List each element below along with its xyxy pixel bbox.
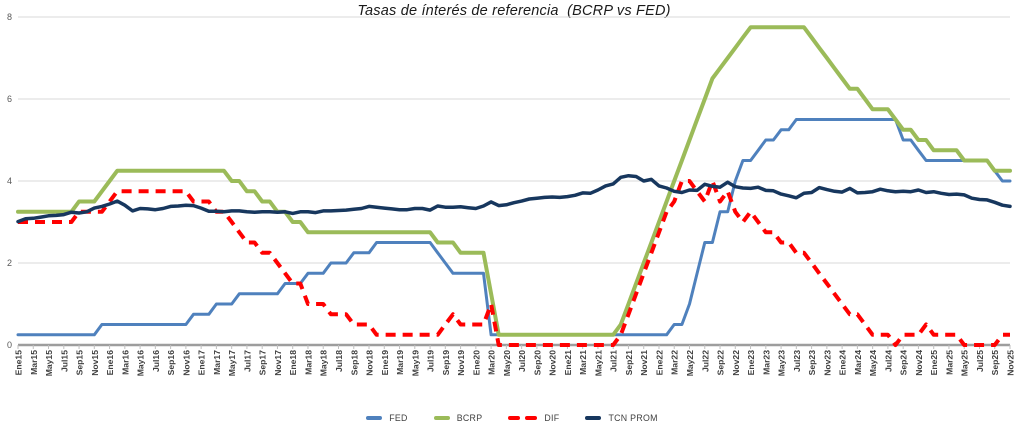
x-tick-label: May25 [960, 350, 970, 376]
x-tick-label: Mar18 [303, 350, 313, 375]
x-tick-label: Sep22 [716, 350, 726, 376]
legend-label-bcrp: BCRP [456, 413, 483, 423]
legend-label-dif: DIF [544, 413, 560, 423]
x-tick-label: Sep20 [532, 350, 542, 376]
x-tick-label: Jul17 [242, 350, 252, 372]
legend-swatch-dif-dashed [508, 416, 538, 420]
x-tick-label: Ene24 [838, 350, 848, 376]
y-tick-label: 2 [7, 258, 12, 268]
x-tick-label: Mar24 [853, 350, 863, 375]
x-tick-label: May15 [44, 350, 54, 376]
x-tick-label: Ene25 [929, 350, 939, 376]
x-tick-label: Ene20 [471, 350, 481, 376]
x-tick-label: Sep21 [624, 350, 634, 376]
x-tick-label: Nov21 [639, 350, 649, 376]
x-tick-label: Sep17 [258, 350, 268, 376]
x-tick-label: Mar22 [670, 350, 680, 375]
legend-item-tcn-prom[interactable]: TCN PROM [585, 413, 657, 423]
x-tick-label: May17 [227, 350, 237, 376]
x-tick-label: Mar17 [212, 350, 222, 375]
x-tick-label: Jul25 [975, 350, 985, 372]
x-tick-label: Ene17 [197, 350, 207, 376]
x-tick-label: Nov16 [181, 350, 191, 376]
y-tick-label: 8 [7, 12, 12, 22]
series-line-bcrp[interactable] [16, 25, 1012, 337]
y-tick-label: 6 [7, 94, 12, 104]
x-tick-label: Nov18 [365, 350, 375, 376]
x-tick-label: Mar21 [578, 350, 588, 375]
x-tick-label: Sep15 [75, 350, 85, 376]
x-tick-label: Ene19 [380, 350, 390, 376]
x-tick-label: Jul20 [517, 350, 527, 372]
x-tick-label: Nov17 [273, 350, 283, 376]
x-tick-label: Nov24 [914, 350, 924, 376]
legend-item-fed[interactable]: FED [366, 413, 408, 423]
x-tick-label: May20 [502, 350, 512, 376]
x-tick-label: May19 [410, 350, 420, 376]
x-tick-label: Jul15 [59, 350, 69, 372]
x-tick-label: May21 [593, 350, 603, 376]
x-tick-label: Sep24 [899, 350, 909, 376]
y-tick-label: 4 [7, 176, 12, 186]
x-tick-label: Nov22 [731, 350, 741, 376]
x-tick-label: Nov15 [90, 350, 100, 376]
x-tick-label: Sep16 [166, 350, 176, 376]
x-tick-label: Mar20 [487, 350, 497, 375]
x-tick-label: Mar25 [944, 350, 954, 375]
x-tick-label: Jul21 [609, 350, 619, 372]
x-tick-label: Sep25 [990, 350, 1000, 376]
x-tick-label: Mar19 [395, 350, 405, 375]
x-tick-label: Ene15 [14, 350, 24, 376]
x-tick-label: Jul24 [883, 350, 893, 372]
legend-label-fed: FED [389, 413, 408, 423]
legend-swatch-bcrp [433, 416, 450, 420]
x-tick-label: Mar16 [120, 350, 130, 375]
x-tick-label: Ene21 [563, 350, 573, 376]
legend-item-dif[interactable]: DIF [508, 413, 559, 423]
x-tick-label: Ene18 [288, 350, 298, 376]
x-tick-label: Nov23 [822, 350, 832, 376]
chart-title[interactable]: Tasas de ínterés de referencia (BCRP vs … [357, 3, 671, 19]
x-tick-label: May18 [319, 350, 329, 376]
x-tick-label: Sep19 [441, 350, 451, 376]
x-tick-label: Sep18 [349, 350, 359, 376]
x-tick-label: Jul22 [700, 350, 710, 372]
legend-item-bcrp[interactable]: BCRP [433, 413, 483, 423]
x-tick-label: Nov20 [548, 350, 558, 376]
x-tick-label: May23 [777, 350, 787, 376]
x-tick-label: Ene22 [654, 350, 664, 376]
x-tick-label: Jul18 [334, 350, 344, 372]
series-line-tcn-prom[interactable] [16, 173, 1012, 224]
x-tick-label: Ene23 [746, 350, 756, 376]
x-tick-label: Nov25 [1006, 350, 1016, 376]
chart-legend: FED BCRP DIF TCN PROM [0, 413, 1024, 423]
x-tick-label: May16 [136, 350, 146, 376]
series-line-fed[interactable] [16, 118, 1012, 337]
series-line-dif[interactable] [18, 179, 1010, 347]
x-tick-label: May24 [868, 350, 878, 376]
x-tick-label: Ene16 [105, 350, 115, 376]
y-tick-label: 0 [7, 340, 12, 350]
x-tick-label: Nov19 [456, 350, 466, 376]
x-tick-label: Mar23 [761, 350, 771, 375]
x-tick-label: May22 [685, 350, 695, 376]
x-tick-label: Mar15 [29, 350, 39, 375]
x-tick-label: Jul16 [151, 350, 161, 372]
x-tick-label: Jul19 [426, 350, 436, 372]
legend-label-tcn-prom: TCN PROM [608, 413, 658, 423]
legend-swatch-fed [366, 416, 383, 420]
legend-swatch-tcn-prom [585, 416, 602, 420]
x-tick-label: Jul23 [792, 350, 802, 372]
x-tick-label: Sep23 [807, 350, 817, 376]
